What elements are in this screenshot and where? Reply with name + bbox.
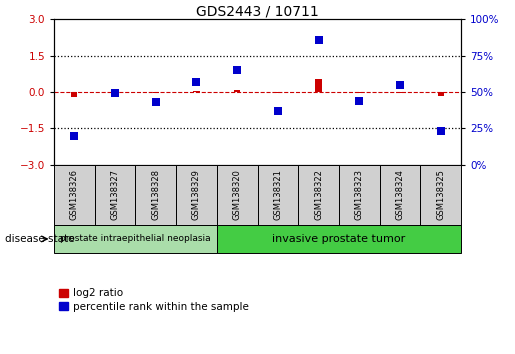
Bar <box>217 225 461 253</box>
Bar <box>420 165 461 225</box>
Text: GSM138324: GSM138324 <box>396 169 404 220</box>
Bar <box>112 92 118 93</box>
Bar <box>135 165 176 225</box>
Bar <box>258 165 298 225</box>
Point <box>233 68 241 73</box>
Point <box>192 79 200 85</box>
Text: GSM138322: GSM138322 <box>314 169 323 220</box>
Text: GSM138326: GSM138326 <box>70 169 79 220</box>
Bar <box>72 92 77 97</box>
Point <box>111 91 119 96</box>
Text: GSM138325: GSM138325 <box>436 169 445 220</box>
Bar <box>339 165 380 225</box>
Bar <box>275 92 281 93</box>
Point <box>436 129 444 134</box>
Title: GDS2443 / 10711: GDS2443 / 10711 <box>196 4 319 18</box>
Bar <box>316 79 321 92</box>
Point <box>70 133 78 138</box>
Bar <box>438 92 443 96</box>
Bar <box>356 92 362 93</box>
Text: GSM138329: GSM138329 <box>192 169 201 220</box>
Point <box>151 99 160 105</box>
Point <box>274 108 282 114</box>
Text: GSM138321: GSM138321 <box>273 169 282 220</box>
Text: GSM138323: GSM138323 <box>355 169 364 220</box>
Point <box>355 98 363 104</box>
Bar <box>217 165 258 225</box>
Bar <box>54 225 217 253</box>
Legend: log2 ratio, percentile rank within the sample: log2 ratio, percentile rank within the s… <box>59 289 249 312</box>
Text: GSM138320: GSM138320 <box>233 169 242 220</box>
Bar <box>194 91 199 92</box>
Bar <box>54 165 95 225</box>
Bar <box>234 90 240 92</box>
Bar <box>153 92 159 93</box>
Text: GSM138328: GSM138328 <box>151 169 160 220</box>
Bar <box>95 165 135 225</box>
Bar <box>298 165 339 225</box>
Point <box>396 82 404 88</box>
Text: disease state: disease state <box>5 234 75 244</box>
Bar <box>380 165 420 225</box>
Point <box>314 37 322 42</box>
Text: prostate intraepithelial neoplasia: prostate intraepithelial neoplasia <box>60 234 211 244</box>
Bar <box>397 92 403 93</box>
Text: GSM138327: GSM138327 <box>111 169 119 220</box>
Text: invasive prostate tumor: invasive prostate tumor <box>272 234 405 244</box>
Bar <box>176 165 217 225</box>
